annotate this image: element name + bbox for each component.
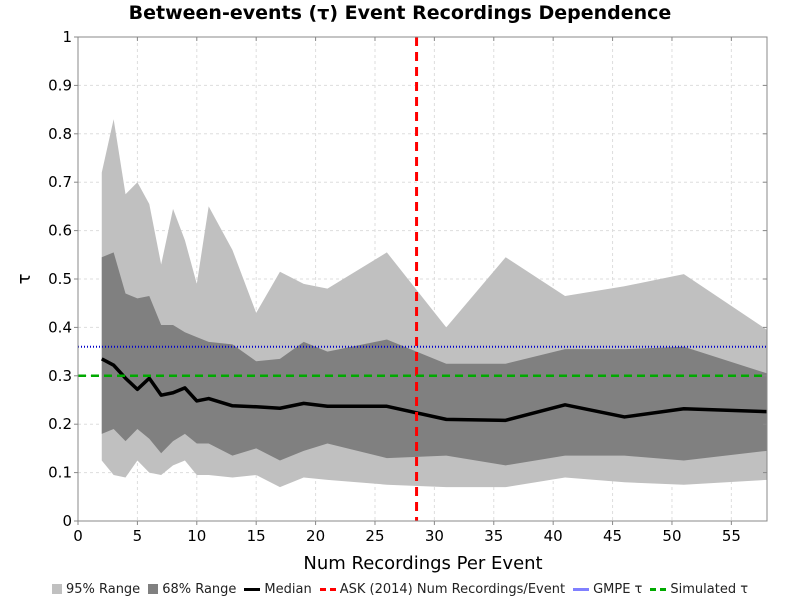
y-tick-label: 0.1 [48, 464, 72, 482]
x-tick-label: 40 [544, 527, 563, 545]
legend-label: Median [264, 581, 312, 597]
y-tick-label: 0.3 [48, 367, 72, 385]
x-tick-label: 45 [603, 527, 622, 545]
legend-label: GMPE τ [593, 581, 643, 597]
x-tick-label: 20 [306, 527, 325, 545]
legend-swatch [319, 587, 336, 591]
legend-swatch [51, 584, 62, 594]
y-tick-label: 0.6 [48, 222, 72, 240]
x-tick-label: 0 [73, 527, 83, 545]
legend-label: ASK (2014) Num Recordings/Event [339, 581, 566, 597]
legend-swatch [650, 587, 667, 591]
legend-item: ASK (2014) Num Recordings/Event [319, 581, 566, 597]
x-tick-label: 10 [187, 527, 206, 545]
legend-item: Median [244, 581, 312, 597]
legend-item: GMPE τ [573, 582, 642, 597]
x-tick-label: 50 [662, 527, 681, 545]
legend-swatch [244, 587, 261, 591]
median-line [100, 357, 768, 423]
y-tick-label: 0.4 [48, 318, 72, 336]
y-tick-label: 0.5 [48, 270, 72, 288]
legend-item: Simulated τ [650, 582, 748, 597]
legend-swatch [148, 584, 159, 594]
x-tick-label: 30 [425, 527, 444, 545]
x-axis-label: Num Recordings Per Event [303, 553, 542, 574]
legend-swatch [573, 587, 590, 591]
chart-title: Between-events (τ) Event Recordings Depe… [128, 2, 672, 24]
axis-ticks: 0 5 10 15 20 25 30 35 40 45 50 55 0 0.1 0.2 0.3 0.4 0.5 0.… [48, 28, 767, 545]
y-axis-label: τ [14, 274, 35, 285]
y-tick-label: 0 [62, 512, 72, 530]
x-tick-label: 5 [133, 527, 143, 545]
legend-item: 68% Range [148, 582, 236, 597]
y-tick-label: 0.7 [48, 173, 72, 191]
legend-item: 95% Range [51, 581, 141, 597]
legend-label: Simulated τ [670, 581, 749, 597]
y-tick-label: 0.2 [48, 415, 72, 433]
y-tick-label: 1 [62, 28, 72, 46]
x-tick-label: 25 [365, 527, 384, 545]
series-lines [78, 37, 768, 521]
legend-label: 68% Range [162, 581, 237, 597]
x-tick-label: 55 [722, 527, 741, 545]
y-tick-label: 0.8 [48, 125, 72, 143]
legend-label: 95% Range [65, 581, 141, 597]
x-tick-label: 35 [484, 527, 503, 545]
chart-legend: 95% Range 68% Range Median ASK (2014) Num R… [0, 579, 800, 599]
y-tick-label: 0.9 [48, 76, 72, 94]
x-tick-label: 15 [247, 527, 266, 545]
